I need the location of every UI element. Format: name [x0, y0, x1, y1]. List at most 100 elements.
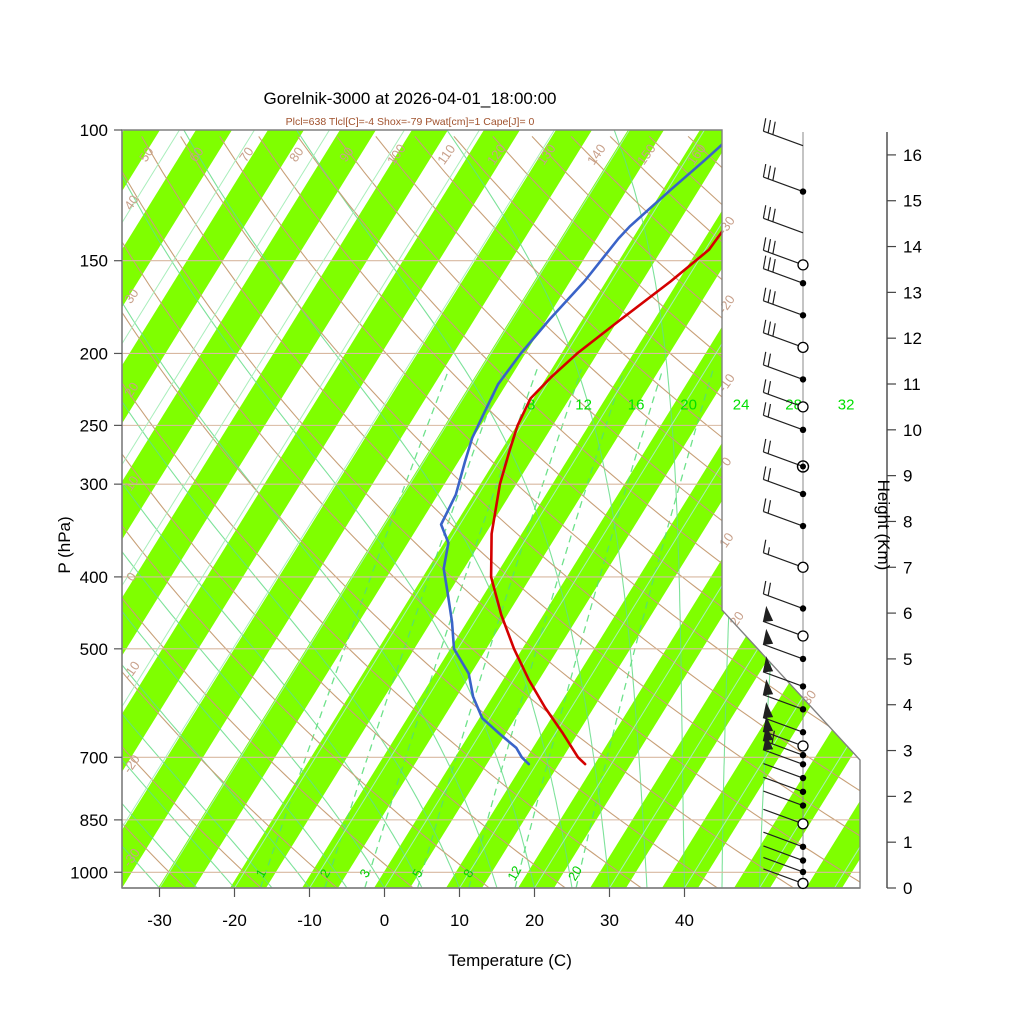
wind-barb-shaft	[763, 332, 804, 348]
x-axis-label: Temperature (C)	[448, 951, 572, 970]
wind-barb-shaft	[763, 845, 804, 862]
isotherm-value-label: 20	[680, 397, 697, 414]
wind-barb-tick	[772, 208, 776, 222]
wind-barb-shaft	[763, 643, 804, 660]
dry-adiabat	[122, 136, 566, 888]
wind-barb-shaft	[763, 762, 804, 779]
wind-barb-tick	[772, 121, 776, 135]
height-tick-label: 11	[903, 375, 921, 394]
y-tick-label: 100	[80, 121, 108, 140]
wind-barb-tick	[767, 547, 771, 555]
isotherm-value-label: 12	[575, 397, 592, 414]
wind-barb-tick	[767, 165, 772, 179]
dry-adiabat	[122, 136, 490, 888]
wind-level-dot	[799, 490, 807, 498]
wind-level-circle	[797, 561, 809, 573]
shaded-band	[122, 130, 768, 888]
wind-barb-tick	[767, 353, 772, 367]
wind-level-dot	[799, 706, 807, 713]
shaded-band	[158, 130, 860, 888]
dry-adiabat-label: 60	[186, 144, 207, 164]
dry-adiabat	[336, 136, 860, 888]
isotherm	[122, 130, 330, 888]
wind-barb-shaft	[763, 620, 804, 637]
dry-adiabat-label: 10	[716, 530, 737, 550]
dry-adiabat	[122, 136, 860, 888]
y-axis-pressure: 100 150 200 250 300 400 500 700 850 1000	[70, 121, 123, 888]
wind-barb-flag	[762, 679, 774, 696]
wind-barb-tick	[767, 500, 772, 514]
wind-barb-tick	[772, 323, 776, 337]
wind-level-dot	[799, 774, 807, 782]
wind-level-circle	[797, 630, 809, 642]
wind-barb-column	[762, 118, 810, 890]
dry-adiabat-label: 80	[286, 144, 307, 164]
isotherm-labels: 8 12 16 20 24 28 32	[527, 397, 855, 414]
isotherm-value-label: 16	[628, 397, 645, 414]
x-tick-label: 40	[675, 911, 694, 930]
wind-level-dot	[799, 312, 807, 319]
wind-barb-tick	[767, 468, 772, 482]
dry-adiabat-label: 70	[236, 144, 257, 164]
wind-level-dot	[799, 761, 807, 768]
wind-level-dot	[799, 751, 807, 759]
wind-barb-tick	[762, 438, 767, 453]
wind-barb-shaft	[763, 451, 804, 468]
x-tick-label: 0	[380, 911, 389, 930]
dry-adiabat-label: 20	[121, 379, 142, 399]
height-tick-label: 0	[903, 879, 912, 898]
wind-barb-shaft	[763, 808, 804, 825]
wind-barb-shaft	[763, 776, 804, 793]
wind-barb-shaft	[763, 740, 804, 756]
wind-level-dot	[799, 729, 807, 736]
isotherm	[234, 130, 705, 888]
mixing-ratio-label: 20	[565, 863, 585, 883]
mixing-ratio-label: 12	[504, 863, 524, 883]
y-tick-label: 700	[80, 748, 108, 767]
wind-level-dot	[799, 188, 807, 195]
wind-barb-shaft	[763, 391, 804, 408]
height-tick-label: 5	[903, 650, 912, 669]
height-tick-label: 12	[903, 329, 922, 348]
wind-barb-shaft	[763, 414, 804, 431]
x-tick-label: 10	[450, 911, 469, 930]
y-tick-label: 400	[80, 568, 108, 587]
height-tick-label: 9	[903, 467, 912, 486]
dry-adiabat	[122, 136, 414, 888]
y-axis-label: P (hPa)	[55, 516, 74, 573]
wind-barb-shaft	[763, 268, 804, 284]
wind-level-dot	[799, 802, 807, 809]
chart-subtitle: Plcl=638 Tlcl[C]=-4 Shox=-79 Pwat[cm]=1 …	[286, 116, 535, 128]
wind-barb-tick	[762, 255, 767, 269]
moist-adiabat	[183, 130, 573, 888]
wind-level-dot	[799, 868, 807, 876]
wind-level-dot	[799, 605, 807, 612]
wind-level-circle	[797, 259, 809, 271]
wind-barb-shaft	[763, 249, 804, 266]
wind-barb-tick	[762, 539, 767, 553]
mixing-ratio-line	[364, 368, 538, 888]
wind-level-dot	[799, 788, 807, 795]
wind-level-circle	[797, 877, 809, 890]
isotherm-value-label: 32	[838, 397, 855, 414]
x-tick-label: -10	[297, 911, 322, 930]
wind-barb-tick	[762, 379, 767, 393]
wind-barb-shaft	[763, 749, 804, 765]
wind-level-dot	[799, 522, 807, 530]
wind-barb-shaft	[763, 217, 804, 234]
wind-level-target	[796, 460, 810, 473]
height-tick-label: 4	[903, 696, 912, 715]
wind-level-dot	[799, 426, 807, 434]
mixing-ratio-line	[259, 368, 450, 888]
moist-adiabat	[122, 130, 536, 888]
y-tick-label: 250	[80, 416, 108, 435]
height-tick-label: 15	[903, 192, 922, 211]
moist-adiabat	[122, 130, 498, 888]
x-tick-label: -30	[147, 911, 172, 930]
wind-barb-tick	[767, 119, 772, 134]
height-tick-label: 6	[903, 604, 912, 623]
x-tick-label: -20	[222, 911, 247, 930]
dewpoint-profile	[439, 130, 740, 766]
wind-barb-flag	[762, 715, 774, 733]
